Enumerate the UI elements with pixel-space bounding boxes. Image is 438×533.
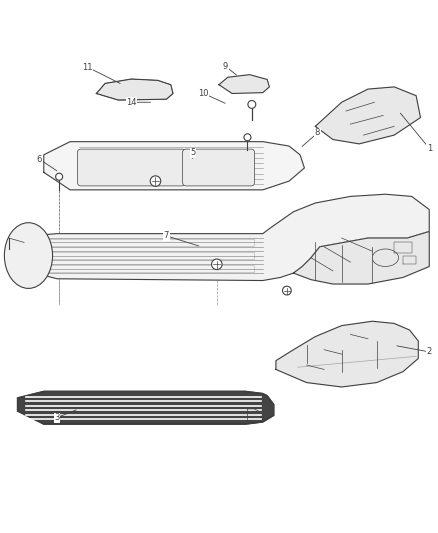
Text: 5: 5 [190,148,195,157]
Polygon shape [18,391,274,424]
Circle shape [283,286,291,295]
Polygon shape [219,75,269,93]
Text: 10: 10 [198,89,209,98]
Polygon shape [315,87,420,144]
FancyBboxPatch shape [183,149,254,186]
Text: 9: 9 [223,62,228,71]
Polygon shape [276,321,418,387]
Polygon shape [96,79,173,100]
Text: 8: 8 [315,128,320,138]
Polygon shape [293,231,429,284]
Circle shape [248,101,256,108]
Text: 6: 6 [37,155,42,164]
Circle shape [244,134,251,141]
Circle shape [56,173,63,180]
Text: 1: 1 [427,144,432,153]
Circle shape [150,176,161,187]
Ellipse shape [4,223,53,288]
Text: 2: 2 [427,348,432,357]
FancyBboxPatch shape [78,149,185,186]
Text: 7: 7 [164,231,169,240]
Text: 11: 11 [82,63,93,72]
Text: 3: 3 [54,413,60,422]
Ellipse shape [372,249,399,266]
Polygon shape [9,194,429,280]
Circle shape [212,259,222,270]
Polygon shape [44,142,304,190]
Text: 14: 14 [126,98,137,107]
